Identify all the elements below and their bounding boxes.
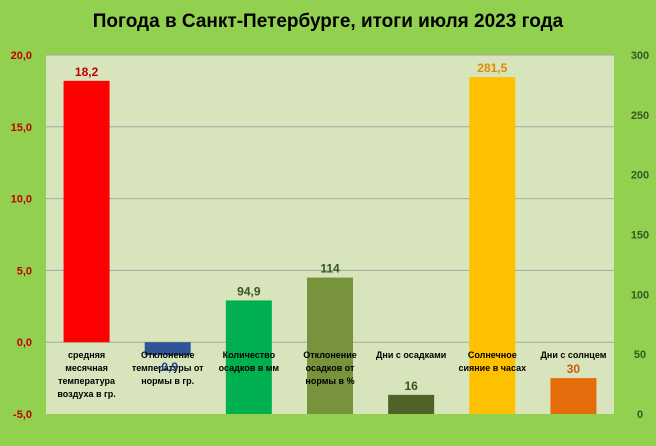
bar (469, 77, 516, 414)
data-label: 18,2 (75, 65, 99, 79)
category-label: Солнечное сияние в часах (458, 350, 526, 373)
category-label-line: воздуха в гр. (57, 389, 116, 399)
right-tick-label: 50 (634, 349, 646, 361)
right-tick-label: 0 (637, 409, 643, 421)
data-label: 94,9 (237, 284, 261, 298)
category-label: Отклонение осадков от нормы в % (303, 350, 357, 386)
category-label-line: средняя (68, 350, 105, 360)
category-label-line: Количество (223, 350, 276, 360)
chart-title: Погода в Санкт-Петербурге, итоги июля 20… (93, 11, 564, 32)
category-label: Дни с солнцем (540, 350, 606, 360)
right-tick-label: 150 (631, 230, 649, 242)
bar (388, 394, 435, 414)
right-tick-label: 300 (631, 50, 649, 62)
left-tick-label: 15,0 (11, 122, 32, 134)
category-label-line: Отклонение (303, 350, 357, 360)
right-tick-label: 200 (631, 170, 649, 182)
left-tick-label: 20,0 (11, 50, 32, 62)
left-tick-label: -5,0 (13, 409, 32, 421)
category-label-line: Дни с солнцем (540, 350, 606, 360)
left-tick-label: 0,0 (17, 337, 32, 349)
bar (144, 342, 191, 356)
right-tick-label: 250 (631, 110, 649, 122)
category-label-line: месячная (65, 363, 108, 373)
data-label: -0,9 (157, 360, 178, 374)
data-labels: 18,2 -0,9 94,9 114 16 281,5 30 (75, 61, 581, 393)
left-tick-label: 10,0 (11, 194, 32, 206)
bars-group (63, 77, 597, 414)
left-tick-label: 5,0 (17, 265, 32, 277)
category-label: Отклонение температуры от нормы в гр. (132, 350, 204, 386)
right-y-axis: 0 50 100 150 200 250 300 (631, 50, 649, 421)
category-label-line: Дни с осадками (376, 350, 446, 360)
gridlines (46, 54, 614, 343)
category-label-line: сияние в часах (458, 363, 526, 373)
bar (307, 277, 353, 414)
left-y-axis: -5,0 0,0 5,0 10,0 15,0 20,0 (11, 50, 32, 421)
data-label: 30 (567, 362, 581, 376)
category-label-line: Солнечное (468, 350, 517, 360)
category-label-line: осадков в мм (219, 363, 280, 373)
bar (225, 300, 272, 414)
category-label: Дни с осадками (376, 350, 446, 360)
category-label-line: температура (58, 376, 116, 386)
bar (550, 378, 597, 414)
category-label-line: нормы в гр. (141, 376, 194, 386)
category-label-line: температуры от (132, 363, 204, 373)
category-labels: средняя месячная температура воздуха в гр. О… (57, 350, 606, 399)
category-label: средняя месячная температура воздуха в гр. (57, 350, 116, 399)
right-tick-label: 100 (631, 289, 649, 301)
data-label: 114 (320, 262, 340, 276)
category-label-line: осадков от (306, 363, 355, 373)
category-label: Количество осадков в мм (219, 350, 280, 373)
data-label: 281,5 (477, 61, 507, 75)
category-label-line: Отклонение (141, 350, 195, 360)
category-label-line: нормы в % (305, 376, 354, 386)
bar (63, 80, 110, 343)
data-label: 16 (404, 379, 418, 393)
